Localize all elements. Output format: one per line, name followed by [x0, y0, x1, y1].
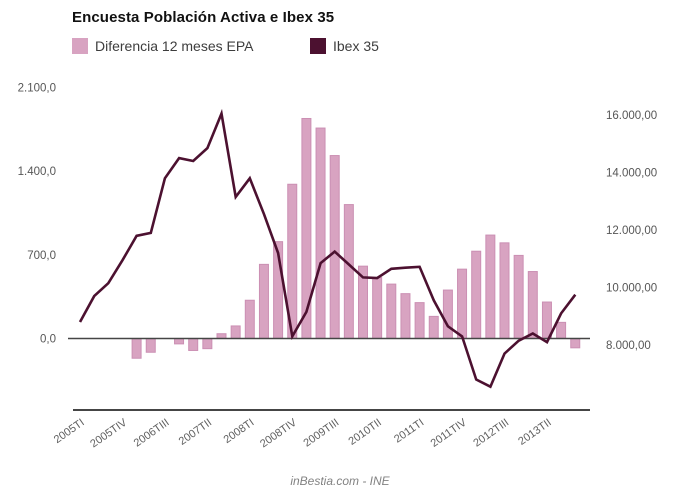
- x-axis-tick: 2005TI: [52, 417, 87, 446]
- x-axis-tick: 2008TI: [222, 417, 257, 446]
- left-axis-tick: 2.100,0: [18, 82, 56, 94]
- x-axis-tick: 2011TI: [392, 417, 426, 446]
- bar-2009TIII: [329, 155, 340, 339]
- bar-2011TI: [414, 302, 425, 340]
- left-axis-tick: 0,0: [40, 334, 56, 346]
- bar-2007TIV: [230, 325, 241, 340]
- bar-2007TI: [188, 338, 199, 351]
- bar-2006TI: [131, 338, 142, 359]
- x-axis-tick: 2013TII: [516, 417, 553, 448]
- x-axis-tick: 2008TIV: [258, 416, 299, 450]
- bar-2007TII: [202, 338, 213, 350]
- left-axis-tick: 700,0: [27, 250, 56, 262]
- bar-2010TIV: [400, 293, 411, 340]
- bar-2011TIII: [442, 289, 453, 340]
- ibex-series-swatch-icon: [310, 37, 326, 54]
- bar-2012TIV: [513, 254, 524, 339]
- bar-2009TII: [315, 127, 326, 339]
- right-axis-tick: 14.000,00: [606, 168, 657, 180]
- legend-item-ibex: Ibex 35: [310, 37, 379, 54]
- bar-2012TIII: [499, 242, 510, 339]
- bar-2010TII: [372, 277, 383, 339]
- bar-2010TIII: [386, 283, 397, 340]
- bar-2012TII: [485, 234, 496, 340]
- x-axis-tick: 2005TIV: [88, 416, 129, 450]
- x-axis-tick: 2011TIV: [429, 416, 470, 450]
- bar-2009TIV: [343, 204, 354, 339]
- legend-label-epa: Diferencia 12 meses EPA: [95, 37, 254, 54]
- bar-2008TI: [244, 299, 255, 339]
- ibex-line: [78, 108, 577, 389]
- bar-2011TIV: [457, 268, 468, 339]
- x-axis-tick: 2012TIII: [471, 417, 511, 450]
- bar-2012TI: [471, 250, 482, 340]
- x-axis-tick: 2010TII: [346, 417, 383, 448]
- bar-2013TIII: [556, 321, 567, 339]
- chart-title: Encuesta Población Activa e Ibex 35: [72, 9, 335, 26]
- bar-2006TII: [145, 338, 156, 353]
- bar-2013TI: [527, 271, 538, 340]
- chart-legend: Diferencia 12 meses EPA Ibex 35: [0, 37, 680, 55]
- right-axis-tick: 8.000,00: [606, 340, 651, 352]
- bar-2008TII: [258, 263, 269, 339]
- legend-label-ibex: Ibex 35: [333, 37, 379, 54]
- right-axis-tick: 12.000,00: [606, 225, 657, 237]
- right-axis-tick: 16.000,00: [606, 110, 657, 122]
- x-axis-tick: 2006TIII: [132, 417, 172, 450]
- legend-item-epa: Diferencia 12 meses EPA: [72, 37, 253, 54]
- x-axis-tick: 2009TIII: [301, 417, 341, 450]
- right-axis-tick: 10.000,00: [606, 283, 657, 295]
- bar-2006TIV: [174, 338, 185, 345]
- left-axis-tick: 1.400,0: [18, 166, 56, 178]
- x-axis-tick: 2007TII: [177, 417, 214, 448]
- source-caption: inBestia.com - INE: [290, 474, 390, 488]
- bar-2011TII: [428, 315, 439, 340]
- epa-series-swatch-icon: [72, 37, 88, 54]
- bar-2013TIV: [570, 338, 581, 349]
